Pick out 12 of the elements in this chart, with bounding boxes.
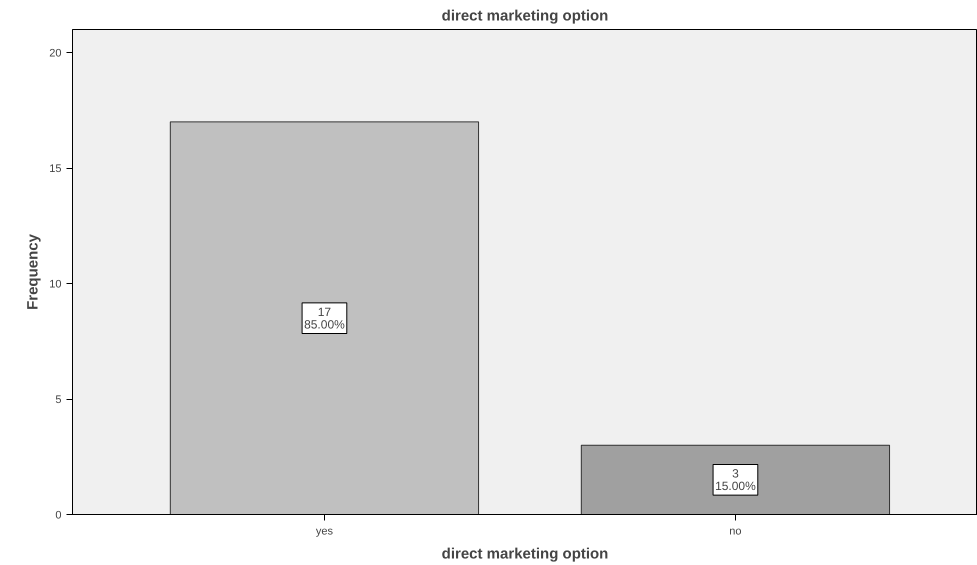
x-axis-title: direct marketing option [442,546,608,562]
chart-title: direct marketing option [442,8,608,24]
data-label: 3 15.00% [715,466,756,494]
y-tick-label: 20 [49,48,62,60]
x-tick-label: yes [316,526,334,538]
data-label: 17 85.00% [304,304,346,332]
y-tick-label: 0 [55,510,62,522]
y-tick-label: 5 [55,394,62,406]
y-axis-title: Frequency [24,233,42,310]
y-tick-label: 15 [49,163,62,176]
x-tick-label: no [729,526,742,538]
y-tick-label: 10 [49,278,62,291]
